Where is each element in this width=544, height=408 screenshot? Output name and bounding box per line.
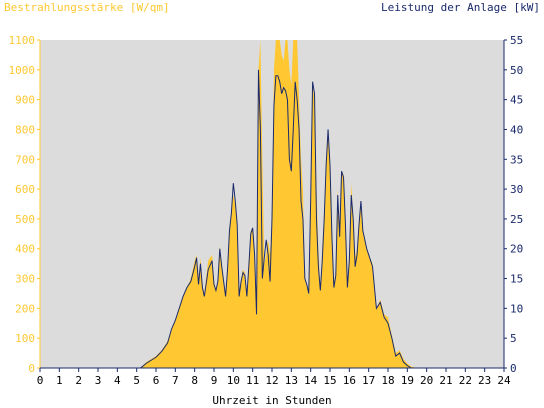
x-axis-title: Uhrzeit in Stunden — [212, 394, 332, 407]
x-tick-label: 4 — [114, 374, 121, 387]
left-tick-label: 300 — [15, 273, 35, 286]
right-tick-label: 15 — [510, 273, 523, 286]
x-tick-label: 22 — [459, 374, 472, 387]
right-tick-label: 25 — [510, 213, 523, 226]
left-axis-title: Bestrahlungsstärke [W/qm] — [4, 1, 170, 14]
x-tick-label: 15 — [323, 374, 336, 387]
right-tick-label: 30 — [510, 183, 523, 196]
power-line-series — [40, 69, 504, 369]
x-tick-label: 0 — [37, 374, 44, 387]
left-tick-label: 600 — [15, 183, 35, 196]
x-tick-label: 9 — [211, 374, 218, 387]
left-tick-label: 0 — [28, 362, 35, 375]
x-tick-label: 18 — [381, 374, 394, 387]
x-tick-label: 17 — [362, 374, 375, 387]
x-tick-label: 21 — [439, 374, 452, 387]
x-tick-label: 24 — [497, 374, 511, 387]
x-tick-label: 12 — [265, 374, 278, 387]
x-tick-label: 23 — [478, 374, 491, 387]
right-tick-label: 45 — [510, 94, 523, 107]
x-tick-label: 13 — [285, 374, 298, 387]
irradiance-area-series — [140, 40, 423, 368]
right-tick-label: 40 — [510, 123, 523, 136]
right-tick-label: 5 — [510, 332, 517, 345]
x-tick-label: 2 — [75, 374, 82, 387]
x-tick-label: 16 — [343, 374, 356, 387]
left-tick-label: 500 — [15, 213, 35, 226]
right-axis-title: Leistung der Anlage [kW] — [381, 1, 540, 14]
right-tick-label: 55 — [510, 34, 523, 47]
x-tick-label: 5 — [133, 374, 140, 387]
right-tick-label: 50 — [510, 64, 523, 77]
x-tick-label: 6 — [153, 374, 160, 387]
right-tick-label: 10 — [510, 302, 523, 315]
x-tick-label: 10 — [227, 374, 240, 387]
left-tick-label: 1000 — [9, 64, 36, 77]
x-tick-label: 11 — [246, 374, 259, 387]
x-tick-label: 14 — [304, 374, 318, 387]
left-tick-label: 1100 — [9, 34, 36, 47]
right-tick-label: 35 — [510, 153, 523, 166]
left-tick-label: 400 — [15, 243, 35, 256]
x-tick-label: 8 — [191, 374, 198, 387]
left-tick-label: 900 — [15, 94, 35, 107]
left-tick-label: 700 — [15, 153, 35, 166]
left-tick-label: 800 — [15, 123, 35, 136]
right-tick-label: 0 — [510, 362, 517, 375]
x-tick-label: 20 — [420, 374, 433, 387]
x-tick-label: 1 — [56, 374, 63, 387]
left-tick-label: 100 — [15, 332, 35, 345]
x-tick-label: 7 — [172, 374, 179, 387]
x-tick-label: 3 — [95, 374, 102, 387]
right-tick-label: 20 — [510, 243, 523, 256]
left-tick-label: 200 — [15, 302, 35, 315]
x-tick-label: 19 — [401, 374, 414, 387]
